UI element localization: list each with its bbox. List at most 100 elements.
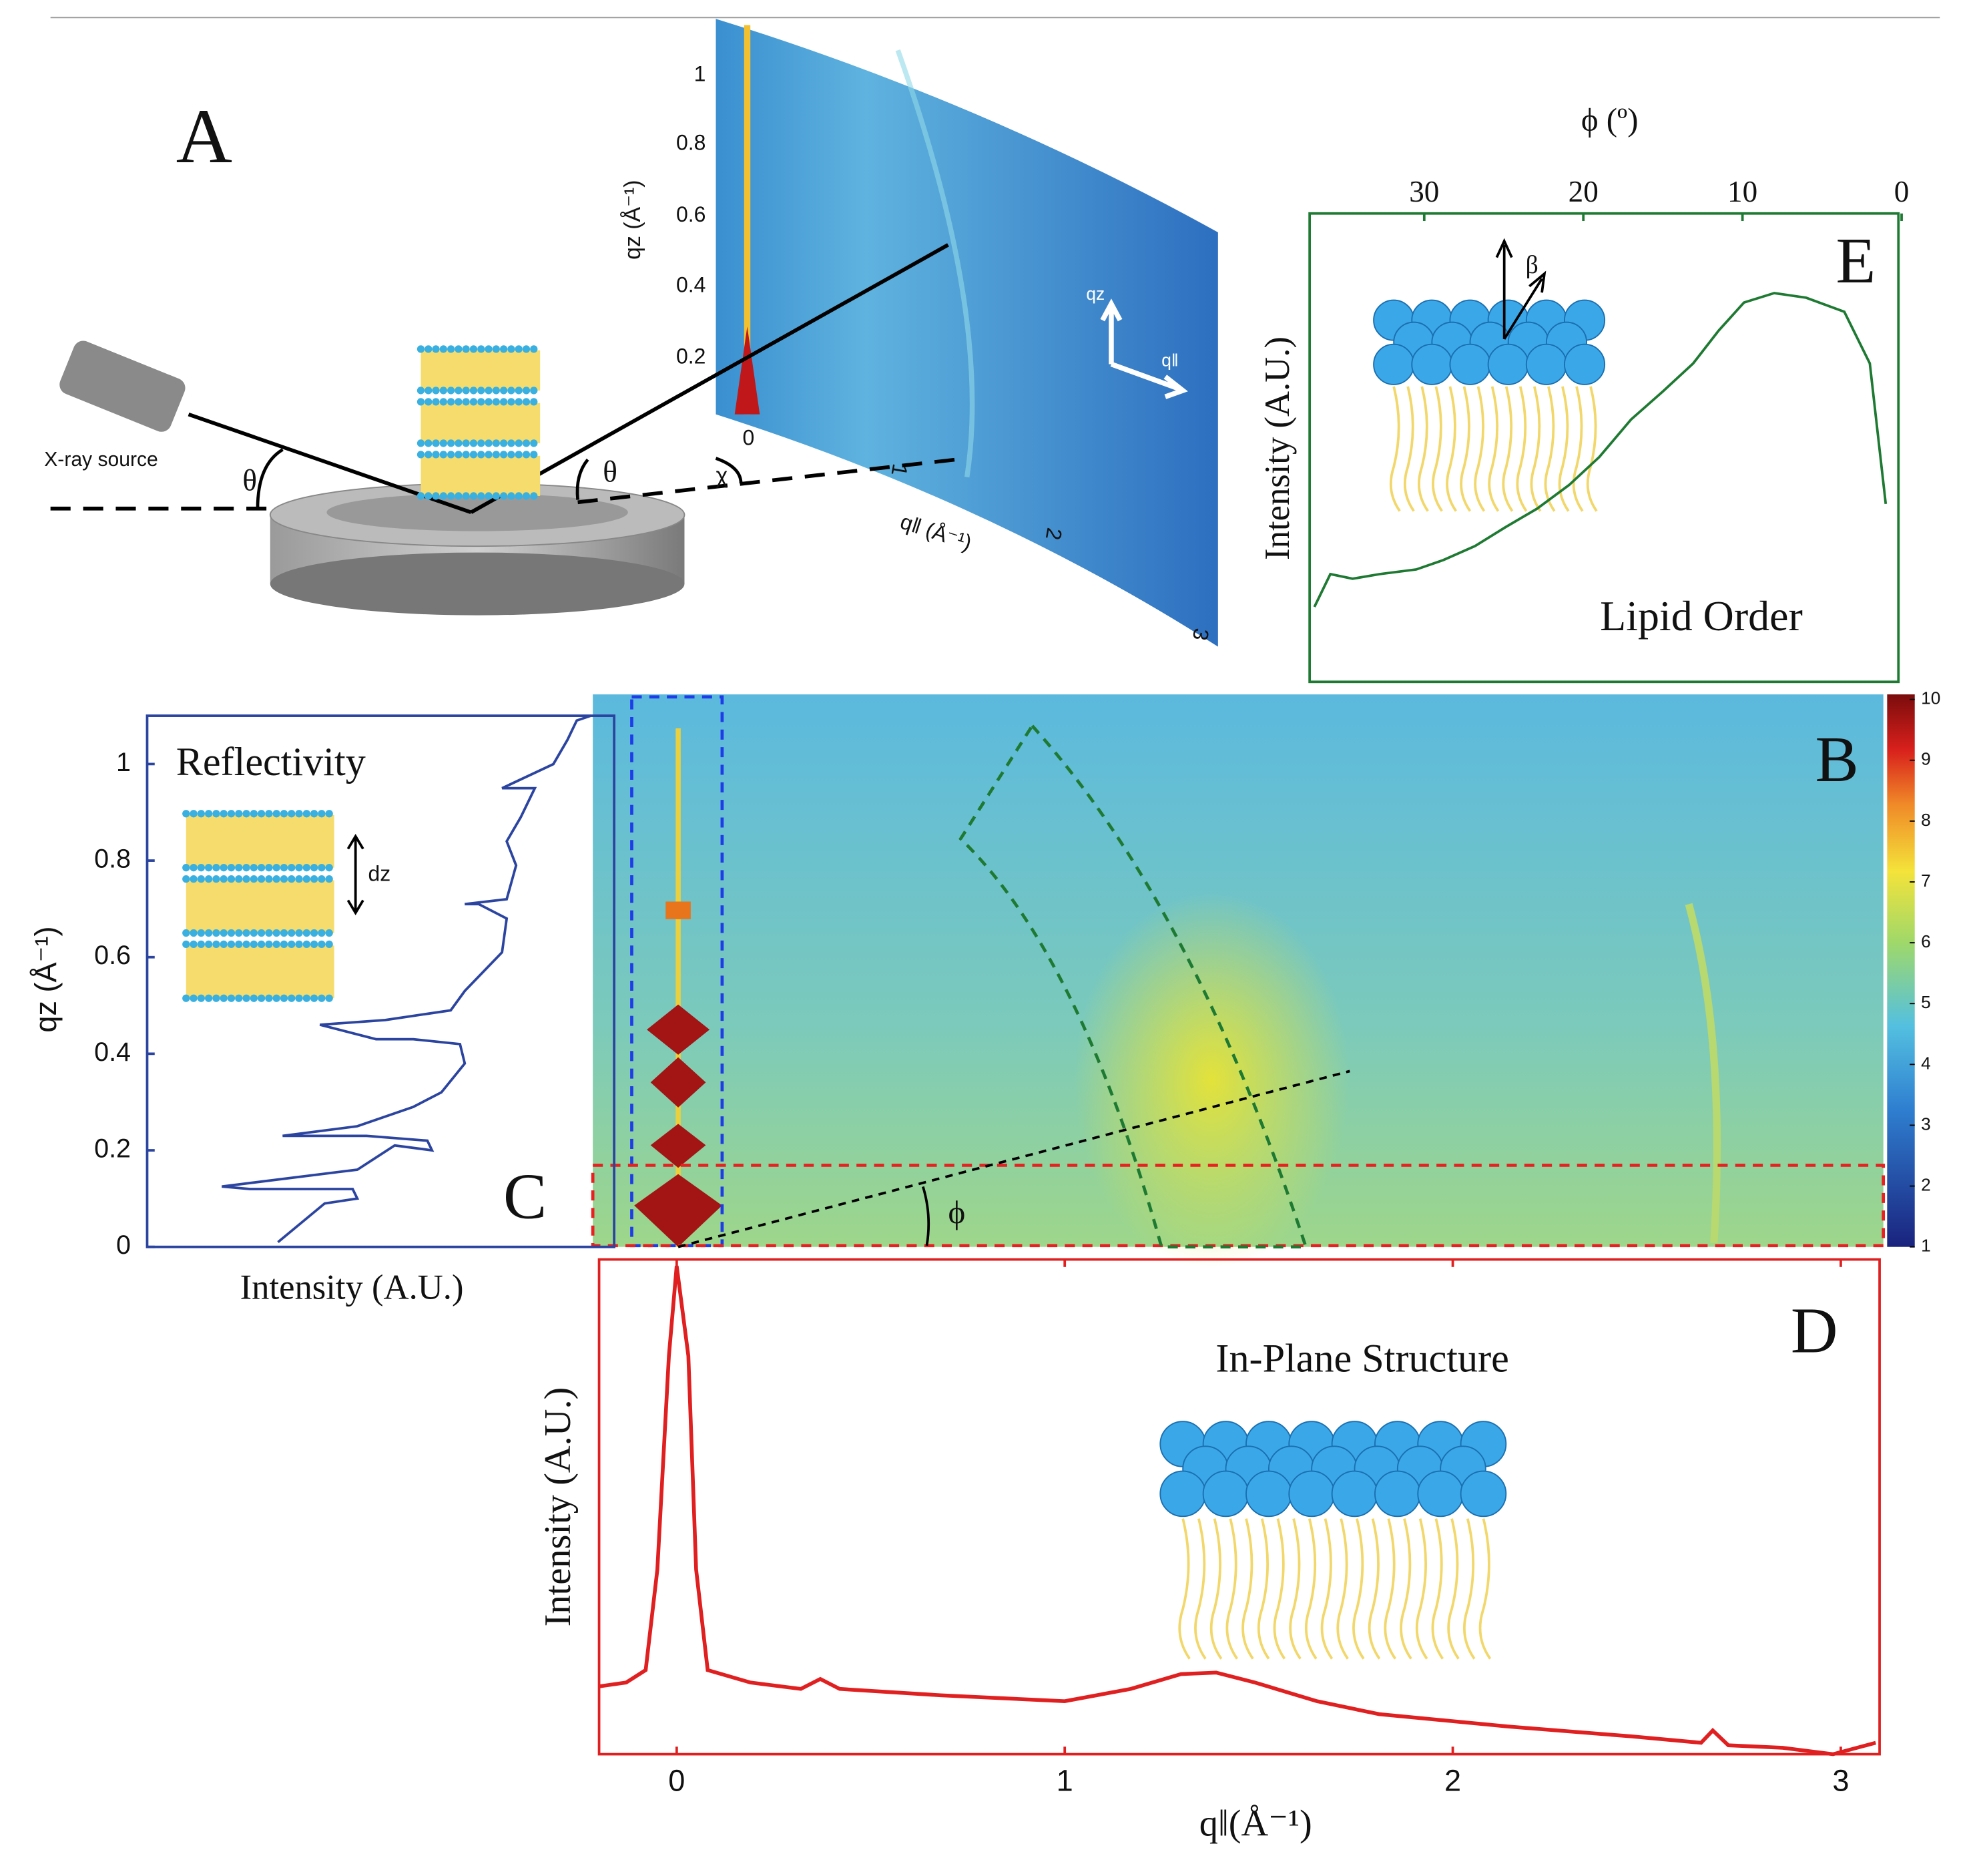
lipid-head <box>288 810 296 818</box>
lipid-head <box>1288 1470 1335 1517</box>
lipid-head <box>492 387 500 395</box>
lipid-head <box>302 994 310 1002</box>
lipid-head <box>227 875 236 883</box>
lipid-head <box>197 994 205 1002</box>
lipid-head <box>425 345 433 353</box>
lipid-head <box>204 810 213 818</box>
lipid-tail <box>1488 386 1500 512</box>
chi-arc <box>715 457 743 484</box>
tilt-arrows <box>1495 238 1546 340</box>
lipid-head <box>447 451 455 459</box>
lipid-head <box>250 810 258 818</box>
lipid-head <box>280 810 288 818</box>
lipid-tail <box>1273 1518 1286 1660</box>
lipid-head <box>432 345 440 353</box>
lipid-head <box>1374 1470 1421 1517</box>
panel-label: E <box>1836 225 1876 297</box>
lipid-head <box>1417 1470 1464 1517</box>
lipid-head <box>197 810 205 818</box>
lipid-head <box>425 439 433 447</box>
lipid-head <box>288 994 296 1002</box>
lipid-head <box>425 451 433 459</box>
lipid-head <box>197 864 205 872</box>
lipid-head <box>295 864 303 872</box>
lipid-head <box>235 940 243 949</box>
lipid-head <box>492 439 500 447</box>
lipid-tail <box>1209 1518 1223 1660</box>
source-label: X-ray source <box>44 449 158 471</box>
lipid-head <box>265 929 273 937</box>
lipid-head <box>295 929 303 937</box>
lipid-head <box>310 940 318 949</box>
arrow-label: qz <box>1086 284 1105 304</box>
lipid-head <box>485 345 493 353</box>
panel-c-frame <box>146 714 616 1248</box>
lipid-head <box>272 994 280 1002</box>
tick-label: 0.2 <box>676 344 706 368</box>
lipid-head <box>462 492 470 500</box>
panel-d-frame <box>597 1258 1881 1756</box>
annotation: Lipid Order <box>1600 592 1803 640</box>
lipid-head <box>416 492 425 500</box>
theta-label: θ <box>242 463 257 497</box>
colorbar-tick-label: 3 <box>1921 1114 1931 1134</box>
diffraction-ring <box>895 49 975 478</box>
lipid-head <box>492 398 500 406</box>
lipid-head <box>288 864 296 872</box>
bragg-spots <box>634 901 722 1247</box>
lipid-head <box>416 439 425 447</box>
lipid-head <box>265 864 273 872</box>
lipid-head <box>432 451 440 459</box>
x-tick-label: 0 <box>668 1764 685 1798</box>
bilayer-core <box>186 880 334 933</box>
lipid-head <box>280 875 288 883</box>
annotation: Reflectivity <box>176 740 366 784</box>
lipid-head <box>242 864 250 872</box>
axis-arrows <box>1100 298 1188 399</box>
lipid-head <box>325 929 333 937</box>
panel-label: B <box>1815 724 1858 796</box>
lipid-head <box>190 875 198 883</box>
lipid-head <box>1449 343 1491 385</box>
chi-label: χ <box>716 463 728 489</box>
lipid-tail <box>1225 1518 1238 1660</box>
lipid-head <box>190 864 198 872</box>
scatter-arc <box>1685 903 1721 1244</box>
lipid-head <box>242 940 250 949</box>
lipid-head <box>204 864 213 872</box>
y-tick-label: 0.6 <box>94 941 131 970</box>
lipid-head <box>515 387 523 395</box>
lipid-tail <box>1194 1518 1207 1660</box>
lipid-head <box>242 994 250 1002</box>
lipid-head <box>265 875 273 883</box>
lipid-head <box>220 810 228 818</box>
lipid-head <box>515 492 523 500</box>
lipid-head <box>530 398 538 406</box>
panel-a: A X-ray source θ θ χ qz (Å⁻¹) 0.2 0.4 0.… <box>44 19 1218 647</box>
panel-label: D <box>1791 1295 1838 1367</box>
lipid-head <box>302 940 310 949</box>
lipid-head <box>280 864 288 872</box>
lipid-head <box>469 451 478 459</box>
lipid-head <box>325 940 333 949</box>
lipid-head <box>439 398 447 406</box>
lipid-head <box>477 345 485 353</box>
lipid-head <box>499 451 508 459</box>
lipid-head <box>432 439 440 447</box>
lipid-head <box>265 810 273 818</box>
lipid-tail <box>1558 386 1570 512</box>
lipid-head <box>242 929 250 937</box>
lipid-head <box>250 864 258 872</box>
lipid-head <box>485 387 493 395</box>
colorbar-tick-label: 6 <box>1921 931 1931 951</box>
lipid-head <box>295 940 303 949</box>
lipid-head <box>425 398 433 406</box>
lipid-tail <box>1502 386 1514 512</box>
lipid-head <box>515 439 523 447</box>
lipid-head <box>212 929 220 937</box>
x-axis-label: ϕ (º) <box>1581 101 1639 138</box>
lipid-head <box>485 451 493 459</box>
lipid-head <box>220 940 228 949</box>
lipid-head <box>318 994 326 1002</box>
